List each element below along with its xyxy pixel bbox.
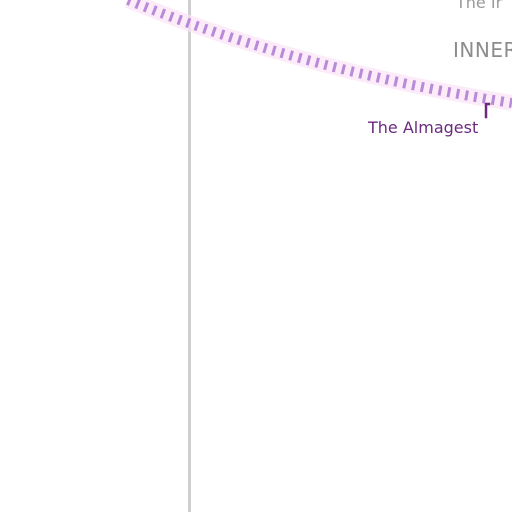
place-label-top[interactable]: The Ir [456, 0, 503, 12]
route-line [126, 0, 512, 108]
map-divider-line [188, 0, 191, 512]
area-label: INNER [453, 38, 512, 62]
stop-marker [484, 102, 491, 119]
stop-label[interactable]: The Almagest [368, 118, 479, 137]
